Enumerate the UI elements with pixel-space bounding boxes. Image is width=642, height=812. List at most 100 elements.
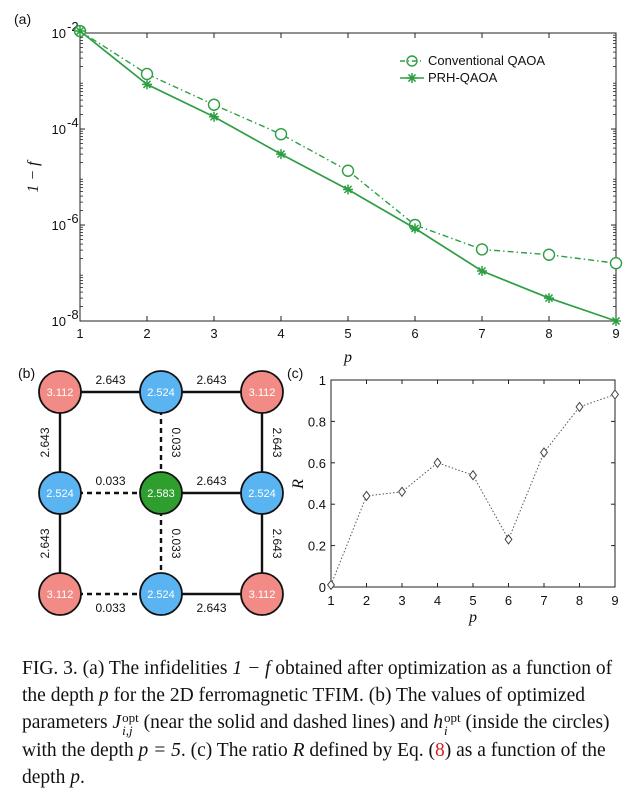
ratio-point: [433, 457, 442, 469]
node-field-label: 2.524: [147, 589, 175, 601]
y-tick-label-base: 10: [52, 26, 66, 41]
conventional-qaoa-point: [140, 67, 154, 81]
edge-coupling-label: 2.643: [270, 427, 284, 457]
edge-coupling-label: 0.033: [95, 601, 125, 615]
caption-j-sup: opt: [122, 709, 139, 725]
x-tick-label: 9: [611, 593, 618, 608]
y-tick-label-exponent: -4: [67, 115, 79, 130]
legend-label-prh: PRH-QAOA: [428, 70, 498, 85]
conventional-qaoa-point: [341, 164, 355, 177]
caption-h-symbol: h: [433, 712, 444, 733]
conventional-qaoa-point: [274, 127, 288, 141]
panel-a-x-ticks: 1 2 3 4 5 6 7 8 9: [76, 33, 620, 341]
edge-coupling-label: 0.033: [95, 474, 125, 488]
x-tick-label: 6: [411, 326, 418, 341]
ratio-point: [504, 534, 513, 545]
edge-coupling-label: 2.643: [270, 528, 284, 558]
x-tick-label: 1: [76, 326, 83, 341]
edge-coupling-label: 0.033: [169, 528, 183, 558]
ratio-line: [330, 394, 616, 586]
panel-a-y-axis-label: 1 − f: [25, 159, 42, 193]
x-tick-label: 7: [478, 326, 485, 341]
panel-c-plot-frame: [330, 379, 616, 588]
prh-qaoa-point: [142, 79, 152, 90]
x-tick-label: 5: [469, 593, 476, 608]
node-field-label: 3.112: [47, 589, 74, 601]
conventional-qaoa-point: [609, 257, 623, 270]
panel-c-x-ticks: 1 2 3 4 5 6 7 8 9: [327, 380, 619, 608]
lattice-node: [240, 370, 284, 414]
panel-a-plot-frame: [79, 32, 617, 322]
panel-b-label: (b): [18, 365, 35, 381]
lattice-node: [139, 572, 183, 616]
lattice-node: [38, 471, 82, 515]
caption-text-c-post: ) as a function of the depth: [22, 739, 606, 788]
caption-text-b: for the 2D ferromagnetic TFIM. (b) The v…: [22, 685, 586, 733]
y-tick-label-exponent: -6: [67, 211, 79, 226]
x-tick-label: 4: [277, 326, 284, 341]
caption-j-symbol: J: [112, 712, 122, 733]
caption-equation-link[interactable]: 8: [435, 739, 445, 761]
x-tick-label: 4: [434, 593, 441, 608]
caption-fig-number: FIG. 3.: [22, 658, 78, 679]
x-tick-label: 2: [363, 593, 370, 608]
prh-qaoa-point: [611, 316, 621, 326]
caption-text-b-end: (inside the circles) with the depth: [22, 712, 610, 761]
x-tick-label: 2: [143, 326, 150, 341]
caption-text-b-mid: (near the solid and dashed lines) and: [138, 712, 434, 733]
edge-coupling-label: 2.643: [196, 474, 226, 488]
legend-star-marker: [407, 73, 417, 83]
edge-coupling-label: 2.643: [196, 601, 226, 615]
panel-c-label: (c): [287, 365, 303, 381]
caption-h-sup: opt: [444, 709, 461, 725]
lattice-node: [38, 370, 82, 414]
x-tick-label: 5: [344, 326, 351, 341]
y-tick-label-exponent: -2: [67, 19, 79, 34]
panel-c-x-axis-label: p: [468, 609, 477, 626]
caption-depth-equation: p = 5: [138, 739, 181, 761]
caption-text-a: (a) The infidelities: [82, 658, 233, 679]
caption-infidelity-expr: 1 − f: [232, 658, 271, 679]
prh-qaoa-point: [410, 223, 420, 234]
caption-j-scripts: opt i,j: [122, 711, 139, 737]
conventional-qaoa-point: [207, 98, 221, 111]
panel-c-ratio-chart: (c) 0 0.2 0.4 0.6 0.8 1 1 2 3 4 5 6 7 8 9 p R: [287, 365, 619, 626]
node-field-label: 2.583: [147, 488, 175, 500]
x-tick-label: 8: [576, 593, 583, 608]
prh-qaoa-point: [276, 149, 286, 160]
x-tick-label: 3: [398, 593, 405, 608]
prh-qaoa-point: [544, 293, 554, 304]
ratio-point: [362, 490, 371, 502]
y-tick-label: 0.2: [308, 539, 326, 554]
x-tick-label: 6: [505, 593, 512, 608]
conventional-qaoa-point: [542, 248, 556, 261]
panel-a-series: [73, 24, 623, 326]
x-tick-label: 7: [540, 593, 547, 608]
panel-a-legend: Conventional QAOA PRH-QAOA: [400, 53, 545, 85]
edge-coupling-label: 2.643: [95, 373, 125, 387]
y-tick-label: 0: [319, 580, 326, 595]
x-tick-label: 1: [327, 593, 334, 608]
caption-text-c-mid: defined by Eq. (: [304, 739, 436, 761]
y-tick-label-base: 10: [52, 122, 66, 137]
legend-marker-circle: [406, 55, 418, 67]
prh-qaoa-point: [75, 26, 85, 37]
x-tick-label: 3: [210, 326, 217, 341]
panel-a-x-axis-label: p: [343, 349, 352, 366]
lattice-node: [139, 471, 183, 515]
node-field-label: 3.112: [249, 589, 276, 601]
x-tick-label: 8: [545, 326, 552, 341]
y-tick-label-exponent: -8: [67, 307, 79, 322]
panel-a-label: (a): [14, 11, 31, 27]
y-tick-label: 0.6: [308, 456, 326, 471]
caption-r-symbol: R: [292, 739, 305, 761]
y-tick-label-base: 10: [52, 314, 66, 329]
x-tick-label: 9: [612, 326, 619, 341]
caption-end: .: [79, 766, 85, 788]
caption-text-a-post: obtained after optimization as a functio…: [22, 658, 613, 706]
caption-j-sub: i,j: [122, 722, 133, 738]
lattice-node: [38, 572, 82, 616]
edge-coupling-label: 0.033: [169, 427, 183, 457]
ratio-point: [575, 401, 584, 413]
